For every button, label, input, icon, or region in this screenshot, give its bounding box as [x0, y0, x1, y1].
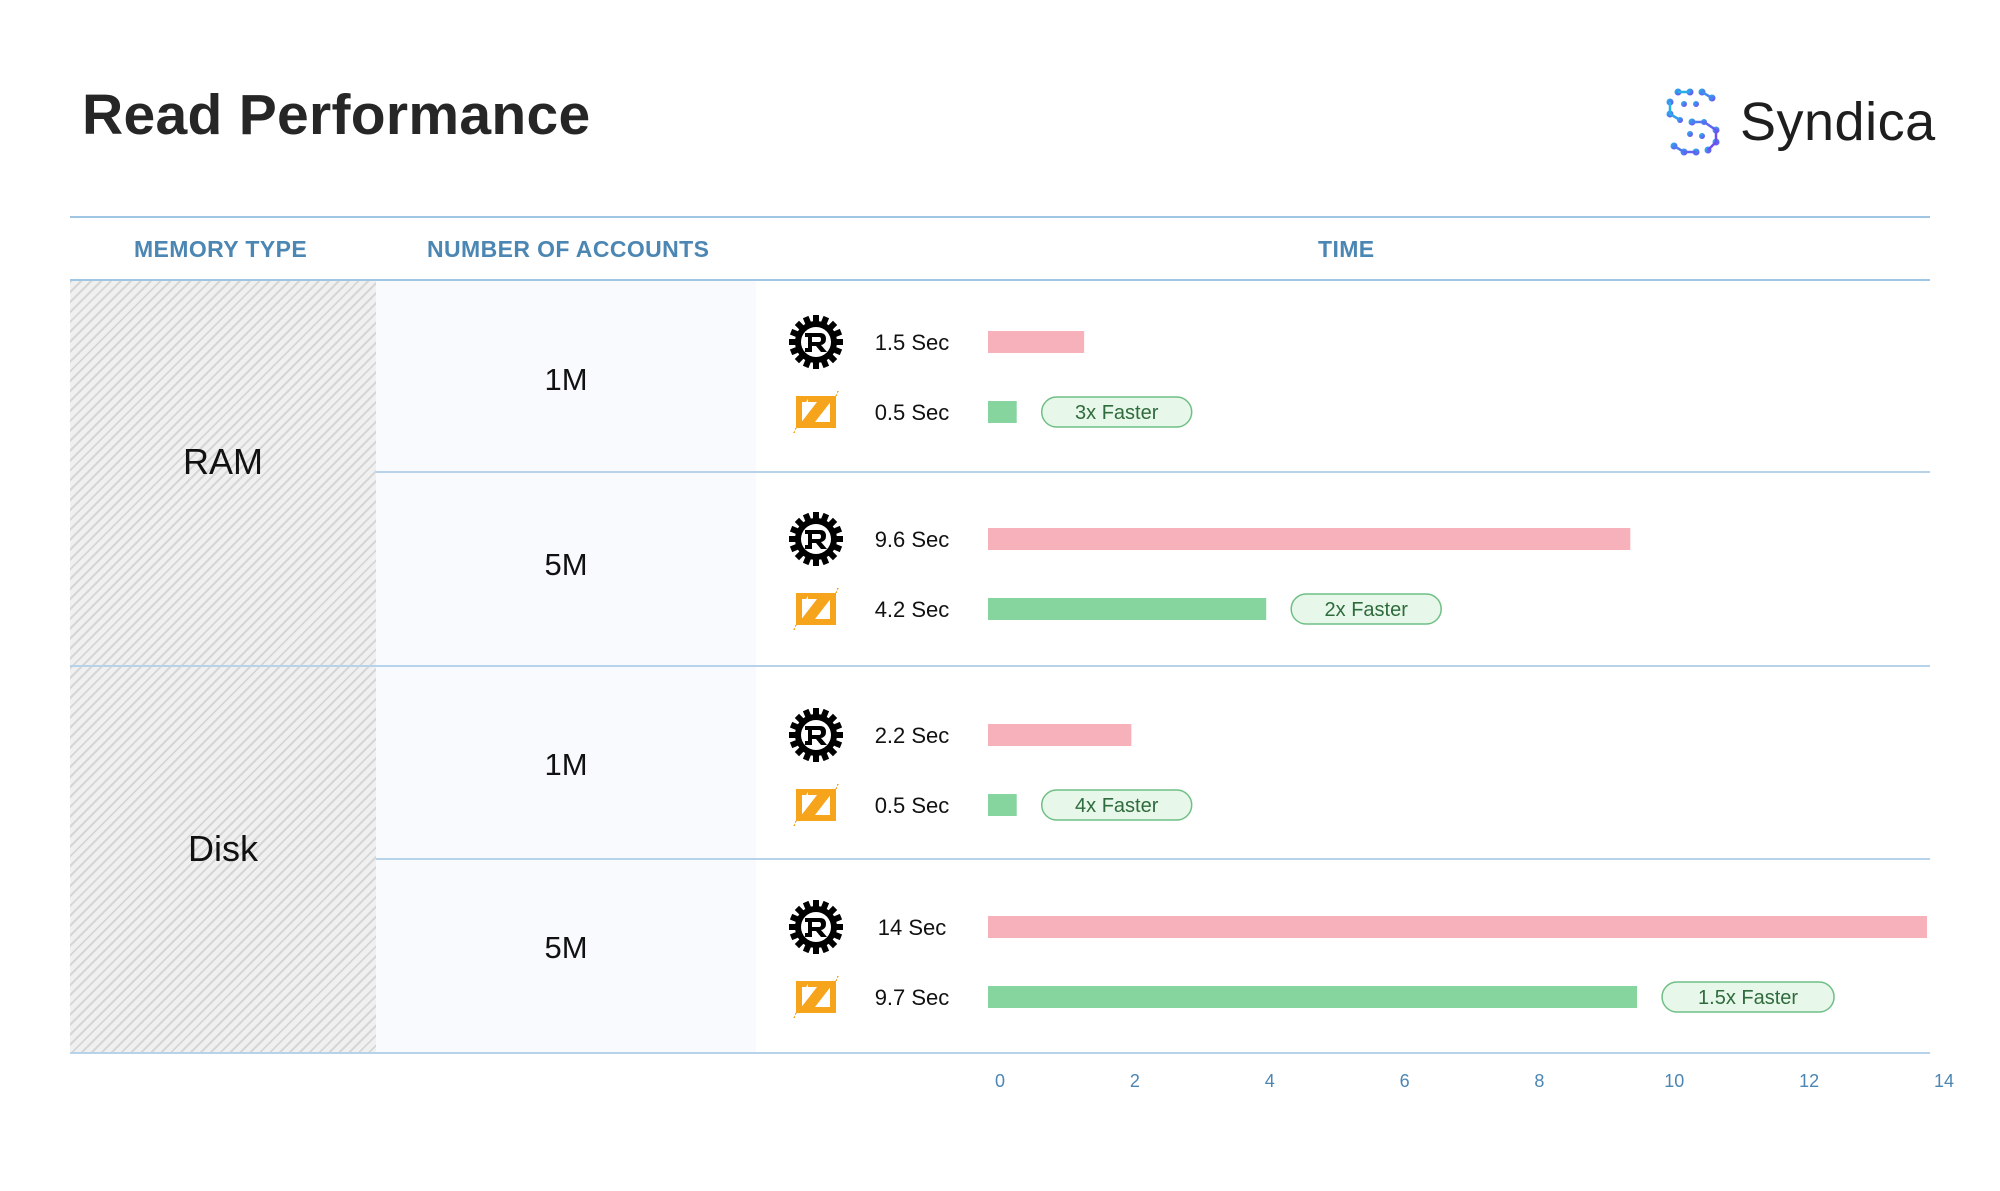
x-tick-label: 12: [1799, 1071, 1819, 1091]
rust-time-label: 9.6 Sec: [875, 527, 950, 552]
row-separator: [376, 471, 1930, 473]
x-tick-label: 8: [1534, 1071, 1544, 1091]
rust-bar: [988, 724, 1132, 746]
zig-time-label: 9.7 Sec: [875, 985, 950, 1010]
chart-plot-area: 1.5 Sec 0.5 Sec 3x Faster 9.6 Sec 4.2 Sec 2x …: [789, 315, 1954, 1091]
zig-bar: [988, 794, 1017, 816]
speedup-badge: [1040, 789, 1193, 821]
logo-wordmark: Syndica: [1740, 92, 1936, 152]
accounts-label-disk-1m: 1M: [544, 747, 588, 782]
accounts-label-ram-1m: 1M: [544, 362, 588, 397]
memory-label-disk: Disk: [188, 828, 258, 869]
speedup-badge: [1661, 981, 1835, 1013]
x-tick-label: 14: [1934, 1071, 1954, 1091]
zig-bar: [988, 598, 1267, 620]
rust-logo-icon: [789, 708, 843, 762]
zig-time-label: 0.5 Sec: [875, 793, 950, 818]
x-tick-label: 4: [1265, 1071, 1275, 1091]
zig-bar: [988, 986, 1638, 1008]
rust-logo-icon: [789, 900, 843, 954]
speedup-badge-label: 4x Faster: [1075, 795, 1159, 817]
rust-bar: [988, 528, 1631, 550]
accounts-label-disk-5m: 5M: [544, 930, 588, 965]
x-tick-label: 10: [1664, 1071, 1684, 1091]
rust-logo-icon: [789, 512, 843, 566]
row-separator: [376, 858, 1930, 860]
speedup-badge-label: 3x Faster: [1075, 402, 1159, 424]
speedup-badge-label: 2x Faster: [1325, 599, 1409, 621]
rust-time-label: 14 Sec: [878, 915, 947, 940]
rust-bar: [988, 916, 1927, 938]
group-separator: [70, 665, 1930, 667]
rust-time-label: 1.5 Sec: [875, 330, 950, 355]
syndica-logo-icon: [1666, 88, 1720, 156]
zig-time-label: 4.2 Sec: [875, 597, 950, 622]
zig-logo-icon: [793, 588, 839, 630]
zig-logo-icon: [793, 391, 839, 433]
syndica-logo: Syndica: [1664, 86, 1936, 158]
header-bottom-rule: [70, 279, 1930, 281]
x-tick-label: 2: [1130, 1071, 1140, 1091]
column-header-time: TIME: [1318, 236, 1375, 262]
accounts-label-ram-5m: 5M: [544, 547, 588, 582]
column-header-memory-type: MEMORY TYPE: [134, 236, 308, 262]
rust-bar: [988, 331, 1085, 353]
zig-logo-icon: [793, 784, 839, 826]
accounts-column-background: [376, 281, 756, 1054]
zig-time-label: 0.5 Sec: [875, 400, 950, 425]
column-header-number-of-accounts: NUMBER OF ACCOUNTS: [427, 236, 710, 262]
speedup-badge: [1040, 396, 1193, 428]
speedup-badge-label: 1.5x Faster: [1698, 987, 1798, 1009]
table-bottom-rule: [70, 1052, 1930, 1054]
zig-bar: [988, 401, 1017, 423]
speedup-badge: [1290, 593, 1442, 625]
memory-cell-disk: [70, 667, 376, 1054]
memory-label-ram: RAM: [183, 441, 263, 482]
header-top-rule: [70, 216, 1930, 218]
rust-time-label: 2.2 Sec: [875, 723, 950, 748]
x-tick-label: 0: [995, 1071, 1005, 1091]
memory-cell-ram: [70, 281, 376, 666]
page-title: Read Performance: [82, 83, 591, 147]
rust-logo-icon: [789, 315, 843, 369]
x-tick-label: 6: [1400, 1071, 1410, 1091]
zig-logo-icon: [793, 976, 839, 1018]
